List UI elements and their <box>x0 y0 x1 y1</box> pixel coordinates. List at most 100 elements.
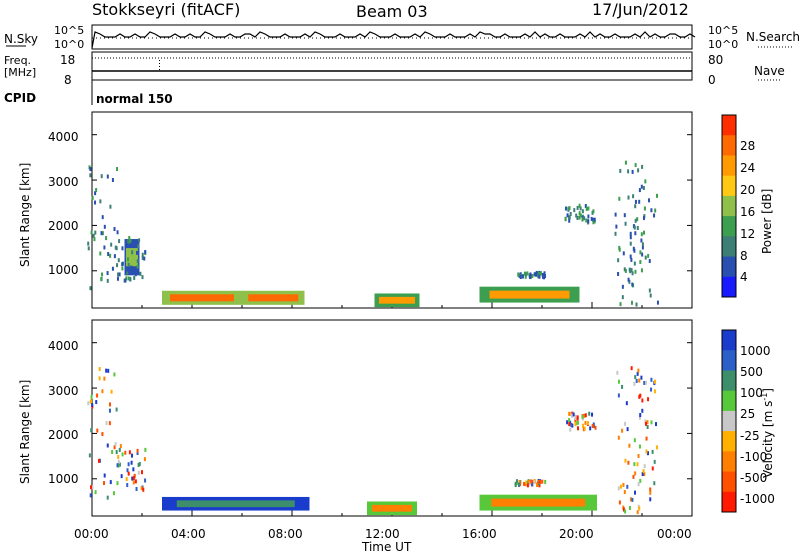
power-band-core <box>170 294 234 302</box>
power-echo <box>535 270 538 275</box>
power-echo <box>627 277 630 282</box>
velocity-echo <box>144 478 147 483</box>
velocity-echo <box>114 442 117 447</box>
velocity-echo <box>568 412 571 417</box>
beam-label: Beam 03 <box>356 2 428 21</box>
power-echo <box>633 225 636 230</box>
power-echo <box>126 271 129 276</box>
power-echo <box>542 274 545 279</box>
velocity-echo <box>618 500 621 505</box>
power-echo <box>621 284 624 289</box>
power-echo <box>630 257 633 262</box>
power-echo <box>644 255 647 260</box>
power-echo <box>629 254 632 259</box>
power-band-core <box>489 290 570 299</box>
power-echo <box>95 188 98 193</box>
velocity-echo <box>131 453 134 458</box>
power-echo <box>623 267 626 272</box>
power-echo <box>526 271 529 276</box>
power-echo <box>525 272 528 277</box>
power-echo <box>101 272 104 277</box>
velocity-echo <box>651 449 654 454</box>
velocity-echo <box>132 476 135 481</box>
power-echo <box>579 206 582 211</box>
velocity-echo <box>127 471 130 476</box>
velocity-echo <box>87 401 90 406</box>
power-echo <box>650 208 653 213</box>
power-echo <box>111 266 114 271</box>
power-echo <box>624 221 627 226</box>
power-echo <box>587 206 590 211</box>
power-echo <box>133 275 136 280</box>
power-echo <box>634 269 637 274</box>
velocity-echo <box>617 379 620 384</box>
velocity-echo <box>89 399 92 404</box>
velocity-colorbar-segment <box>722 350 736 371</box>
cpid-label: CPID <box>4 91 37 105</box>
velocity-echo <box>531 482 534 487</box>
velocity-echo <box>638 506 641 511</box>
power-echo <box>103 245 106 250</box>
power-echo <box>639 260 642 265</box>
velocity-echo <box>107 368 110 373</box>
velocity-echo <box>568 422 571 427</box>
power-cb-tick-24: 24 <box>740 161 756 175</box>
velocity-echo <box>533 480 536 485</box>
velocity-echo <box>641 398 644 403</box>
power-ytick-4000: 4000 <box>48 130 79 144</box>
velocity-echo <box>142 487 145 492</box>
power-echo <box>94 191 97 196</box>
power-ytick-2000: 2000 <box>48 219 79 233</box>
velocity-echo <box>622 482 625 487</box>
velocity-echo <box>117 459 120 464</box>
velocity-echo <box>571 423 574 428</box>
velocity-echo <box>581 414 584 419</box>
velocity-echo <box>98 376 101 381</box>
velocity-ytick-4000: 4000 <box>48 339 79 353</box>
power-echo <box>130 265 133 270</box>
power-echo <box>629 235 632 240</box>
velocity-echo <box>106 495 109 500</box>
power-echo <box>144 249 147 254</box>
power-echo <box>641 242 644 247</box>
power-echo <box>127 276 130 281</box>
power-echo <box>564 216 567 221</box>
velocity-echo <box>634 375 637 380</box>
power-band-core <box>248 294 299 302</box>
velocity-echo <box>644 419 647 424</box>
velocity-echo <box>639 444 642 449</box>
power-echo <box>117 272 120 277</box>
velocity-echo <box>591 423 594 428</box>
velocity-echo <box>131 476 134 481</box>
vel-cb-tick-neg25: -25 <box>740 429 760 443</box>
nave-tick-bottom: 0 <box>708 73 716 87</box>
velocity-echo <box>89 493 92 498</box>
velocity-echo <box>135 487 138 492</box>
power-echo <box>93 237 96 242</box>
velocity-echo <box>124 450 127 455</box>
power-echo <box>127 239 130 244</box>
velocity-echo <box>568 418 571 423</box>
velocity-echo <box>624 458 627 463</box>
power-echo <box>116 166 119 171</box>
velocity-echo <box>645 436 648 441</box>
vel-cb-tick-500: 500 <box>740 365 763 379</box>
power-echo <box>631 169 634 174</box>
power-echo <box>110 242 113 247</box>
vel-cb-tick-25: 25 <box>740 407 756 421</box>
velocity-echo <box>95 400 98 405</box>
velocity-echo <box>650 387 653 392</box>
power-echo <box>118 272 121 277</box>
velocity-echo <box>647 451 650 456</box>
velocity-echo <box>624 509 627 514</box>
velocity-echo <box>584 420 587 425</box>
power-echo <box>107 251 110 256</box>
velocity-echo <box>541 479 544 484</box>
velocity-panel-frame <box>91 319 693 517</box>
velocity-band-core <box>491 498 586 507</box>
velocity-echo <box>126 468 129 473</box>
power-echo <box>648 259 651 264</box>
power-echo <box>544 274 547 279</box>
power-echo <box>116 263 119 268</box>
power-echo <box>585 206 588 211</box>
